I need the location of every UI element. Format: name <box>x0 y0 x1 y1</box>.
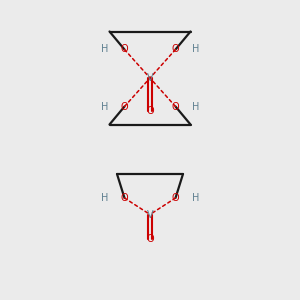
Text: O: O <box>172 193 179 203</box>
Text: O: O <box>121 44 128 55</box>
Text: H: H <box>192 193 199 203</box>
Text: H: H <box>192 101 199 112</box>
Text: V: V <box>147 73 153 83</box>
Text: O: O <box>146 106 154 116</box>
Text: H: H <box>101 44 108 55</box>
Text: O: O <box>146 233 154 244</box>
Text: O: O <box>172 101 179 112</box>
Text: O: O <box>121 193 128 203</box>
Text: O: O <box>121 101 128 112</box>
Text: H: H <box>101 101 108 112</box>
Text: V: V <box>147 209 153 220</box>
Text: H: H <box>192 44 199 55</box>
Text: O: O <box>172 44 179 55</box>
Text: H: H <box>101 193 108 203</box>
